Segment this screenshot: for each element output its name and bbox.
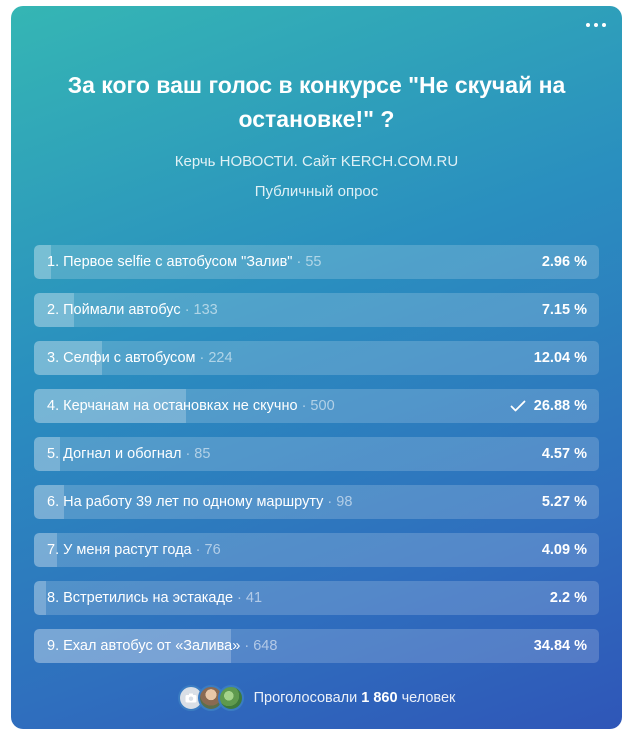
- voted-suffix: человек: [401, 690, 456, 706]
- option-fill-bar: [34, 581, 47, 615]
- option-label: 4. Керчанам на остановках не скучно: [47, 398, 298, 414]
- poll-card: За кого ваш голос в конкурсе "Не скучай …: [11, 6, 622, 729]
- dot: [602, 23, 606, 27]
- option-fill-bar: [34, 533, 58, 567]
- poll-options: 1. Первое selfie с автобусом "Залив" · 5…: [34, 245, 599, 677]
- poll-option[interactable]: 9. Ехал автобус от «Залива» · 648 34.84 …: [34, 629, 599, 663]
- poll-author[interactable]: Керчь НОВОСТИ. Сайт KERCH.COM.RU: [174, 153, 459, 170]
- poll-option[interactable]: 3. Селфи с автобусом · 224 12.04 %: [34, 341, 599, 375]
- option-label: 2. Поймали автобус: [47, 302, 181, 318]
- dot: [594, 23, 598, 27]
- option-percent: 5.27 %: [541, 494, 587, 510]
- option-fill-bar: [34, 389, 186, 423]
- option-percent: 4.57 %: [541, 446, 587, 462]
- poll-title: За кого ваш голос в конкурсе "Не скучай …: [67, 72, 566, 132]
- option-percent: 2.2 %: [549, 590, 587, 606]
- option-fill-bar: [34, 245, 51, 279]
- poll-option[interactable]: 7. У меня растут года · 76 4.09 %: [34, 533, 599, 567]
- option-fill-bar: [34, 437, 60, 471]
- poll-option[interactable]: 1. Первое selfie с автобусом "Залив" · 5…: [34, 245, 599, 279]
- poll-footer: Проголосовали 1 860 человек: [11, 683, 622, 713]
- option-label: 7. У меня растут года: [47, 542, 192, 558]
- option-label: 9. Ехал автобус от «Залива»: [47, 638, 241, 654]
- option-label: 8. Встретились на эстакаде: [47, 590, 234, 606]
- option-label: 1. Первое selfie с автобусом "Залив": [47, 254, 293, 270]
- option-label: 5. Догнал и обогнал: [47, 446, 182, 462]
- more-horizontal-icon[interactable]: [582, 16, 610, 34]
- voter-avatars[interactable]: [177, 685, 244, 711]
- poll-option[interactable]: 5. Догнал и обогнал · 85 4.57 %: [34, 437, 599, 471]
- option-vote-count: · 224: [199, 350, 233, 366]
- option-vote-count: · 55: [296, 254, 322, 270]
- option-vote-count: · 41: [237, 590, 263, 606]
- option-vote-count: · 85: [185, 446, 211, 462]
- poll-option[interactable]: 8. Встретились на эстакаде · 41 2.2 %: [34, 581, 599, 615]
- option-percent: 4.09 %: [541, 542, 587, 558]
- poll-option[interactable]: 6. На работу 39 лет по одному маршруту ·…: [34, 485, 599, 519]
- poll-type: Публичный опрос: [254, 183, 379, 200]
- voters-summary[interactable]: Проголосовали 1 860 человек: [254, 690, 456, 706]
- option-percent: 2.96 %: [541, 254, 587, 270]
- option-percent: 26.88 %: [533, 398, 587, 414]
- option-vote-count: · 500: [301, 398, 335, 414]
- option-vote-count: · 133: [184, 302, 218, 318]
- option-vote-count: · 648: [244, 638, 278, 654]
- avatar: [217, 685, 244, 711]
- poll-option[interactable]: 2. Поймали автобус · 133 7.15 %: [34, 293, 599, 327]
- option-percent: 7.15 %: [541, 302, 587, 318]
- option-label: 3. Селфи с автобусом: [47, 350, 196, 366]
- voted-count: 1 860: [361, 690, 398, 706]
- dot: [586, 23, 590, 27]
- poll-option[interactable]: 4. Керчанам на остановках не скучно · 50…: [34, 389, 599, 423]
- option-fill-bar: [34, 485, 64, 519]
- check-icon: [510, 400, 526, 412]
- option-vote-count: · 98: [327, 494, 353, 510]
- option-percent: 12.04 %: [533, 350, 587, 366]
- option-fill-bar: [34, 629, 231, 663]
- option-fill-bar: [34, 293, 75, 327]
- option-percent: 34.84 %: [533, 638, 587, 654]
- option-vote-count: · 76: [195, 542, 221, 558]
- option-fill-bar: [34, 341, 103, 375]
- option-label: 6. На работу 39 лет по одному маршруту: [47, 494, 324, 510]
- voted-prefix: Проголосовали: [253, 690, 358, 706]
